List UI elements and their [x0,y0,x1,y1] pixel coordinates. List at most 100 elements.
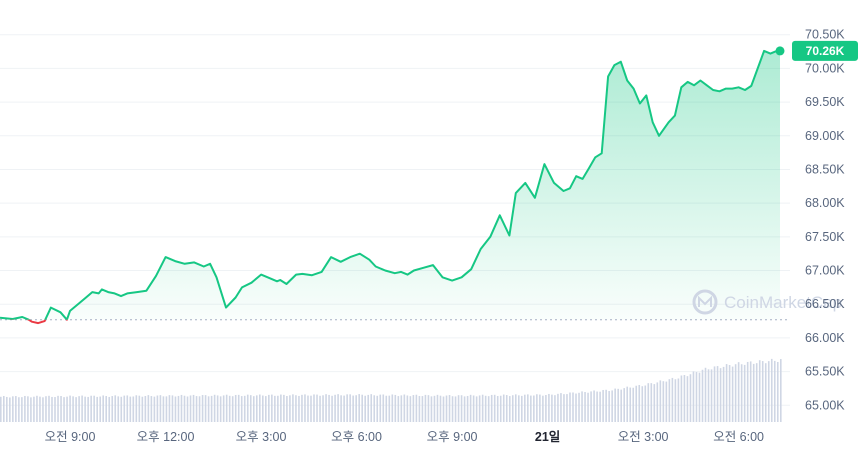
volume-bar [138,395,141,422]
volume-bar [472,395,475,422]
x-tick-label: 오후 9:00 [427,430,478,444]
volume-bar [174,396,177,422]
price-area-fill [0,50,780,320]
volume-bar [463,396,466,422]
volume-bar [668,379,671,422]
volume-bar [521,395,523,422]
volume-bar [177,395,180,422]
volume-bar [45,396,47,422]
y-axis: 65.00K 65.50K 66.00K 66.50K 67.00K 67.50K 68.0… [805,28,845,413]
volume-bar [207,396,210,422]
volume-bar [418,395,421,422]
volume-bar [6,396,8,422]
volume-bar [734,364,737,422]
volume-bar [644,385,647,422]
volume-bar [376,395,379,422]
volume-bar [180,394,183,422]
volume-bar [767,361,770,422]
volume-bar [240,396,243,422]
volume-bar [457,395,460,422]
volume-bar [117,396,120,422]
volume-bar [132,396,135,422]
volume-bar [430,396,433,422]
volume-bar [478,395,481,422]
volume-bar [752,363,755,422]
volume-bar [707,369,710,422]
grid-lines [0,34,790,406]
volume-bar [66,396,68,422]
volume-bar [533,395,535,422]
volume-bar [370,394,373,422]
volume-bar [385,395,388,422]
volume-bar [102,395,104,422]
volume-bar [280,394,282,422]
volume-bar [400,395,403,422]
volume-bar [210,395,213,422]
volume-bar [674,379,677,422]
volume-bar [758,360,761,422]
volume-bar [18,397,20,422]
volume-bar [566,394,568,422]
volume-bar [680,375,683,422]
current-price-dot[interactable] [775,46,785,56]
volume-bar [213,394,216,422]
volume-bar [39,396,41,422]
volume-bar [650,383,653,422]
volume-bar [421,396,424,422]
volume-bar [114,395,117,422]
volume-bar [722,366,725,422]
volume-bar [60,396,62,422]
volume-bar [93,395,95,422]
volume-bar [0,396,2,422]
volume-bar [539,394,541,422]
volume-bar [283,394,285,422]
volume-bar [560,393,562,422]
volume-bar [274,395,276,422]
volume-bar [436,394,439,422]
x-tick-label: 21일 [535,430,560,444]
volume-bar [36,395,38,422]
volume-bar [764,363,767,422]
volume-bar [608,391,610,422]
volume-bar [527,394,529,422]
volume-bar [780,359,782,422]
volume-bar [135,395,138,422]
volume-bar [713,366,716,422]
volume-bar [689,374,692,422]
volume-bar [57,395,59,422]
volume-bar [225,394,228,422]
y-tick-label: 70.50K [805,28,845,42]
volume-bar [496,395,499,422]
price-line [0,49,780,325]
volume-bar [511,395,514,422]
volume-bar [698,372,701,422]
volume-bar [749,361,752,422]
volume-bar [150,396,153,422]
y-tick-label: 69.50K [805,95,845,109]
volume-bar [578,392,580,422]
volume-bar [204,395,207,422]
x-axis: 오전 9:00 오후 12:00 오후 3:00 오후 6:00 오후 9:00 21일 오… [45,430,764,444]
volume-bar [469,394,472,422]
y-tick-label: 67.00K [805,264,845,278]
volume-bar [141,396,144,422]
coinmarketcap-logo-m-icon [698,295,712,307]
y-tick-label: 70.00K [805,61,845,75]
volume-bar [394,394,397,422]
volume-bar [554,395,556,422]
volume-bar [701,369,704,422]
volume-bar [162,396,165,422]
volume-bar [737,362,740,422]
price-area [0,50,780,320]
volume-bar [243,395,246,422]
volume-bar [599,391,601,422]
volume-bar [153,396,156,422]
volume-bar [195,396,198,422]
volume-bar [460,395,463,422]
volume-bar [665,381,668,422]
volume-bar [626,386,629,422]
x-tick-label: 오전 9:00 [45,430,96,444]
volume-bar [710,369,713,422]
volume-bar [123,395,126,422]
